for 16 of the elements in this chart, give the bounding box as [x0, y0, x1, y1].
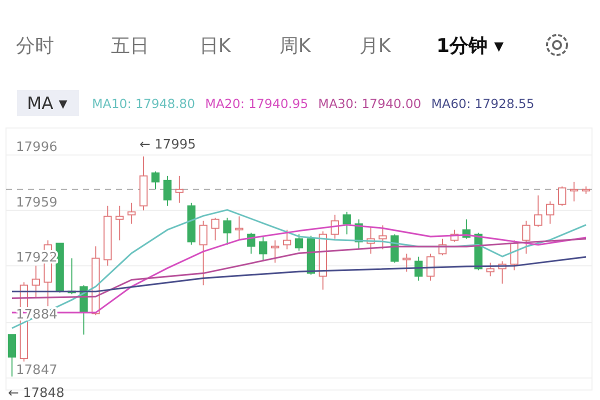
text: MA20: 17940.95 [205, 96, 308, 111]
y-tick-label: 17847 [16, 363, 58, 378]
annotation: ← 17995 [140, 137, 196, 152]
text: MA60: 17928.55 [431, 96, 534, 111]
text: 周K [279, 35, 312, 57]
text: 1分钟 ▾ [436, 35, 504, 57]
text: MA30: 17940.00 [318, 96, 422, 111]
text: 五日 [111, 35, 149, 57]
text: 分时 [16, 35, 54, 57]
text: MA10: 17948.80 [92, 96, 196, 111]
annotation: ← 17848 [8, 386, 64, 400]
y-tick-label: 17996 [16, 140, 58, 155]
text: 日K [199, 35, 232, 57]
y-tick-label: 17959 [16, 195, 58, 210]
text: 月K [359, 35, 392, 57]
text: MA ▾ [27, 94, 68, 114]
